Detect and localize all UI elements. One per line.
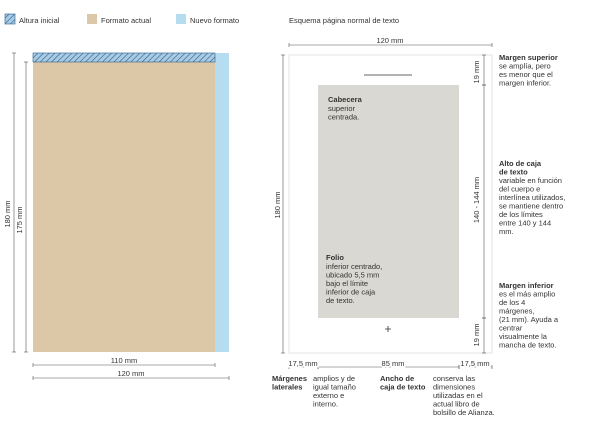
note-text: interlínea utilizados, (499, 193, 565, 202)
note-title: de texto (499, 168, 528, 177)
dimension-label: 120 mm (376, 36, 403, 45)
note-text: variable en función (499, 176, 562, 185)
current-format (33, 53, 215, 352)
note-title: caja de texto (380, 383, 426, 392)
note-text: inferior centrado, (326, 262, 382, 271)
note-text: márgenes, (499, 307, 534, 316)
new-format (215, 53, 229, 352)
note-title: Folio (326, 253, 344, 262)
legend-swatch (4, 13, 16, 25)
note-text: interno. (313, 400, 338, 409)
dimension-label: 19 mm (472, 61, 481, 84)
legend-swatch (176, 14, 186, 24)
left-diagram (32, 52, 229, 352)
dimension-label: 175 mm (15, 206, 24, 233)
note-title: Alto de caja (499, 159, 542, 168)
note-text: dimensiones (433, 383, 475, 392)
legend (4, 13, 186, 25)
note-text: inferior de caja (326, 288, 376, 297)
note-text: superior (328, 104, 356, 113)
note-text: centrada. (328, 113, 359, 122)
dimension-label: 180 mm (3, 200, 12, 227)
note-text: bolsillo de Alianza. (433, 408, 495, 417)
title: Esquema página normal de texto (289, 16, 399, 25)
right-diagram (288, 54, 493, 354)
dimension-label: 110 mm (111, 356, 138, 365)
note-text: ubicado 5,5 mm (326, 271, 379, 280)
note-text: mancha de texto. (499, 341, 557, 350)
note-text: entre 140 y 144 (499, 219, 551, 228)
note-text: conserva las (433, 374, 475, 383)
note-text: utilizadas en el (433, 391, 483, 400)
note-title: Margen superior (499, 53, 558, 62)
note-title: Cabecera (328, 95, 363, 104)
dimension-label: 85 mm (382, 359, 405, 368)
note-text: se mantiene dentro (499, 202, 563, 211)
dimension-lines (12, 43, 493, 380)
note-text: mm. (499, 227, 514, 236)
note-text: centrar (499, 324, 523, 333)
note-text: margen inferior. (499, 79, 551, 88)
note-text: visualmente la (499, 332, 548, 341)
note-text: actual libro de (433, 400, 480, 409)
dimension-label: 120 mm (117, 369, 144, 378)
dimension-label: 17,5 mm (460, 359, 489, 368)
legend-label: Formato actual (101, 16, 151, 25)
legend-label: Altura inicial (19, 16, 60, 25)
note-title: laterales (272, 383, 302, 392)
legend-swatch (87, 14, 97, 24)
folio-mark (385, 326, 391, 332)
legend-label: Nuevo formato (190, 16, 239, 25)
initial-height (32, 52, 216, 63)
text-box (318, 85, 459, 318)
note-title: Margen inferior (499, 281, 554, 290)
note-text: de texto. (326, 296, 355, 305)
dimension-label: 180 mm (273, 191, 282, 218)
note-text: externo e (313, 391, 344, 400)
note-title: Ancho de (380, 374, 414, 383)
note-text: se amplía, pero (499, 62, 551, 71)
note-text: es menor que el (499, 70, 553, 79)
dimension-label: 19 mm (472, 324, 481, 347)
dimension-label: 140 - 144 mm (472, 177, 481, 223)
note-text: de los 4 (499, 298, 525, 307)
note-text: es el más amplio (499, 290, 555, 299)
note-text: de los límites (499, 210, 543, 219)
note-text: bajo el límite (326, 279, 368, 288)
note-title: Márgenes (272, 374, 307, 383)
note-text: (21 mm). Ayuda a (499, 315, 559, 324)
note-text: igual tamaño (313, 383, 356, 392)
note-text: del cuerpo e (499, 185, 540, 194)
note-text: amplios y de (313, 374, 355, 383)
dimension-label: 17,5 mm (288, 359, 317, 368)
